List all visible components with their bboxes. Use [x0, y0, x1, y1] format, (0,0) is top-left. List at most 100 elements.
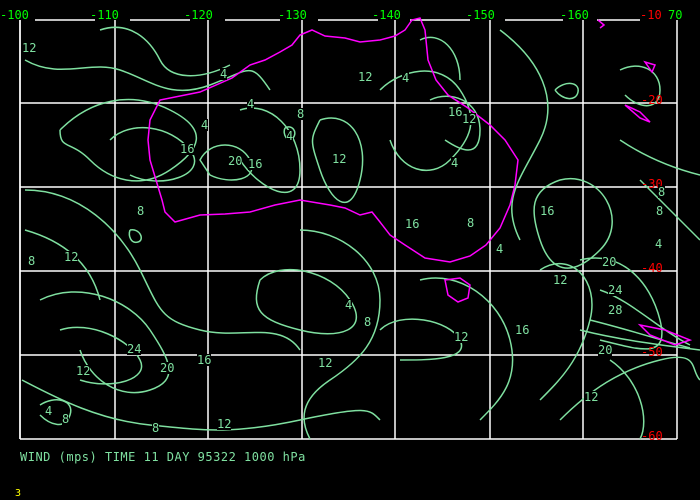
wind-contour-line [299, 229, 381, 440]
lat-label: -10 [640, 8, 662, 22]
wind-contour-line [579, 329, 700, 351]
contour-value-label: 4 [496, 242, 504, 256]
lat-label: -30 [641, 177, 663, 191]
lon-label: -150 [466, 8, 495, 22]
wind-contour-line [554, 82, 579, 100]
wind-contour-line [99, 26, 231, 77]
tasmania-coastline [444, 277, 471, 303]
contour-value-label: 8 [364, 315, 372, 329]
wind-contour-line [379, 70, 472, 171]
wind-contour-line [499, 29, 549, 241]
wind-contour-line [429, 95, 481, 151]
new-caledonia-coastline [624, 104, 651, 123]
contour-value-label: 4 [247, 97, 255, 111]
contour-value-label: 4 [345, 298, 353, 312]
wind-contour-line [533, 177, 613, 269]
wind-contour-line [24, 59, 271, 92]
wind-contour-line [39, 399, 72, 426]
contour-value-label: 4 [220, 67, 228, 81]
contour-value-label: 16 [515, 323, 530, 337]
contour-value-label: 12 [584, 390, 599, 404]
island-coastline [643, 60, 657, 74]
lon-label: 70 [668, 8, 683, 22]
lon-label: -160 [560, 8, 589, 22]
wind-speed-contours [21, 26, 700, 440]
wind-contour-line [589, 319, 691, 349]
wind-contour-line [311, 117, 364, 203]
wind-contour-line [609, 359, 645, 440]
plot-caption: WIND (mps) TIME 11 DAY 95322 1000 hPa [20, 450, 306, 464]
contour-value-label: 8 [28, 254, 36, 268]
wind-contour-line [419, 277, 514, 421]
contour-value-label: 12 [462, 112, 477, 126]
contour-value-label: 24 [608, 283, 623, 297]
lat-lon-grid [19, 19, 678, 440]
contour-value-label: 4 [286, 129, 294, 143]
lat-label: -20 [641, 93, 663, 107]
contour-value-label: 20 [160, 361, 175, 375]
lat-label: -50 [641, 345, 663, 359]
contour-value-label: 12 [217, 417, 232, 431]
contour-value-label: 4 [402, 71, 410, 85]
lat-label: -40 [641, 261, 663, 275]
wind-contour-line [128, 229, 142, 244]
contour-value-label: 12 [318, 356, 333, 370]
lat-label: -60 [641, 429, 663, 443]
wind-contour-line [255, 268, 357, 335]
contour-value-label: 28 [608, 303, 623, 317]
wind-contour-line [39, 291, 170, 394]
contour-value-label: 24 [127, 342, 142, 356]
contour-value-label: 12 [332, 152, 347, 166]
contour-value-label: 16 [405, 217, 420, 231]
wind-contour-line [619, 65, 661, 107]
wind-contour-line [21, 379, 381, 431]
contour-value-label: 4 [655, 237, 663, 251]
contour-value-label: 20 [602, 255, 617, 269]
lon-label: -130 [278, 8, 307, 22]
contour-value-label: 4 [451, 156, 459, 170]
contour-value-label: 20 [598, 343, 613, 357]
page-number: 3 [15, 488, 22, 499]
wind-contour-line [639, 179, 700, 241]
contour-value-label: 8 [152, 421, 160, 435]
contour-value-label: 20 [228, 154, 243, 168]
wind-contour-line [559, 356, 700, 421]
contour-value-label: 12 [22, 41, 37, 55]
wind-contour-line [24, 229, 101, 301]
contour-value-label: 12 [358, 70, 373, 84]
lon-label: -100 [0, 8, 29, 22]
contour-value-label: 16 [448, 105, 463, 119]
lon-label: -110 [90, 8, 119, 22]
lon-label: -120 [184, 8, 213, 22]
wind-contour-line [239, 107, 301, 193]
coastline [147, 17, 693, 346]
australia-coastline [147, 17, 519, 263]
lon-label: -140 [372, 8, 401, 22]
new-zealand-coastline [637, 323, 693, 346]
contour-value-label: 16 [540, 204, 555, 218]
wind-contour-line [619, 139, 700, 176]
contour-value-label: 16 [180, 142, 195, 156]
contour-value-label: 12 [454, 330, 469, 344]
contour-value-label: 8 [467, 216, 475, 230]
contour-value-label: 4 [45, 404, 53, 418]
contour-value-label: 12 [64, 250, 79, 264]
wind-contour-line [24, 189, 301, 351]
wind-contour-line [379, 318, 463, 361]
contour-value-label: 8 [137, 204, 145, 218]
wind-contour-line [539, 263, 593, 401]
contour-value-label: 8 [658, 185, 666, 199]
wind-contour-line [59, 98, 198, 182]
contour-value-label: 8 [62, 412, 70, 426]
contour-value-label: 16 [248, 157, 263, 171]
island-coastline [597, 19, 606, 29]
contour-value-label: 8 [297, 107, 305, 121]
contour-value-label: 8 [656, 204, 664, 218]
wind-contour-line [59, 326, 143, 385]
contour-value-label: 4 [201, 118, 209, 132]
contour-value-label: 12 [76, 364, 91, 378]
contour-value-label: 12 [553, 273, 568, 287]
contour-value-label: 16 [197, 353, 212, 367]
